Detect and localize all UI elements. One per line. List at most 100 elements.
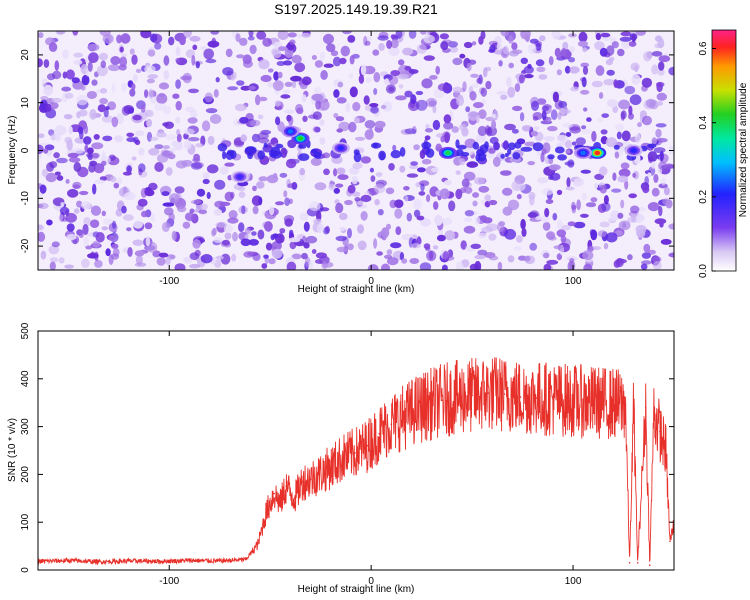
noise-blob — [275, 116, 281, 126]
snr-point — [279, 502, 282, 504]
noise-blob — [616, 131, 622, 140]
noise-blob — [269, 206, 275, 216]
noise-blob — [601, 113, 609, 118]
noise-blob — [154, 103, 166, 111]
x-tick-label: -100 — [159, 276, 179, 287]
noise-blob — [189, 263, 200, 269]
noise-blob — [492, 156, 501, 167]
snr-point — [455, 397, 457, 399]
noise-blob — [89, 109, 97, 120]
noise-blob — [473, 177, 486, 185]
noise-blob — [195, 61, 200, 69]
noise-blob — [367, 264, 379, 270]
noise-blob — [521, 125, 532, 132]
noise-blob — [392, 144, 397, 151]
noise-blob — [389, 199, 397, 209]
noise-blob — [601, 202, 611, 212]
noise-blob — [248, 239, 259, 246]
noise-blob — [420, 183, 425, 192]
noise-blob — [377, 209, 384, 216]
noise-blob — [467, 110, 479, 121]
noise-blob — [460, 240, 467, 250]
noise-blob — [413, 144, 420, 151]
noise-blob — [49, 102, 59, 110]
noise-blob — [252, 253, 261, 261]
noise-blob — [631, 33, 636, 43]
noise-blob — [146, 78, 155, 84]
noise-blob — [465, 106, 471, 113]
x-tick-label: 100 — [565, 276, 582, 287]
band-blob — [500, 153, 505, 159]
band-blob — [222, 151, 227, 160]
noise-blob — [158, 252, 169, 258]
noise-blob — [349, 55, 355, 65]
noise-blob — [399, 252, 404, 261]
noise-blob — [322, 152, 331, 159]
noise-blob — [76, 200, 83, 208]
noise-blob — [524, 141, 536, 147]
noise-blob — [209, 114, 222, 124]
noise-blob — [163, 55, 170, 66]
noise-blob — [431, 167, 439, 173]
noise-blob — [426, 250, 437, 262]
noise-blob — [38, 58, 43, 68]
noise-blob — [500, 170, 512, 176]
noise-blob — [43, 59, 50, 68]
spectral-peak — [588, 146, 607, 159]
noise-blob — [251, 231, 257, 236]
noise-blob — [513, 246, 523, 251]
noise-blob — [45, 172, 57, 183]
noise-blob — [630, 62, 640, 71]
noise-blob — [369, 103, 379, 108]
y-tick-label: 20 — [20, 49, 31, 61]
noise-blob — [637, 122, 642, 128]
noise-blob — [175, 46, 181, 57]
noise-blob — [583, 107, 588, 112]
noise-blob — [477, 232, 487, 239]
colorbar: 0.0 0.2 0.4 0.6 Normalized spectral amplitu… — [698, 29, 749, 278]
noise-blob — [313, 218, 322, 224]
noise-blob — [239, 37, 248, 46]
x-tick-label: 0 — [368, 276, 374, 287]
noise-blob — [540, 152, 545, 163]
noise-blob — [511, 42, 518, 51]
snr-point — [487, 392, 490, 394]
noise-blob — [500, 94, 508, 100]
noise-blob — [404, 195, 409, 202]
noise-blob — [567, 221, 576, 227]
band-blob — [504, 152, 509, 158]
noise-blob — [552, 212, 558, 221]
noise-blob — [381, 263, 390, 270]
noise-blob — [558, 101, 568, 108]
noise-blob — [581, 192, 588, 201]
noise-blob — [183, 140, 192, 150]
spectral-peak — [624, 144, 643, 157]
noise-blob — [612, 172, 617, 181]
noise-blob — [413, 198, 422, 210]
noise-blob — [372, 49, 380, 56]
noise-blob — [365, 77, 372, 83]
noise-blob — [140, 187, 147, 198]
x-tick-label: 0 — [368, 576, 374, 587]
noise-blob — [480, 87, 487, 97]
noise-blob — [524, 255, 531, 262]
snr-point — [636, 562, 639, 564]
noise-blob — [576, 199, 581, 211]
snr-point — [600, 401, 603, 404]
noise-blob — [309, 201, 321, 212]
noise-blob — [131, 156, 137, 161]
snr-y-ticks: 0 100 200 300 400 500 — [20, 322, 674, 573]
noise-blob — [90, 219, 100, 228]
noise-blob — [599, 221, 610, 228]
noise-blob — [488, 148, 496, 154]
noise-blob — [585, 202, 597, 208]
noise-blob — [632, 172, 637, 178]
noise-blob — [395, 95, 407, 101]
noise-blob — [129, 88, 136, 97]
noise-blob — [520, 31, 531, 40]
noise-blob — [231, 253, 237, 262]
noise-blob — [617, 212, 624, 219]
noise-blob — [41, 168, 49, 177]
noise-blob — [364, 120, 376, 129]
noise-blob — [268, 258, 276, 265]
